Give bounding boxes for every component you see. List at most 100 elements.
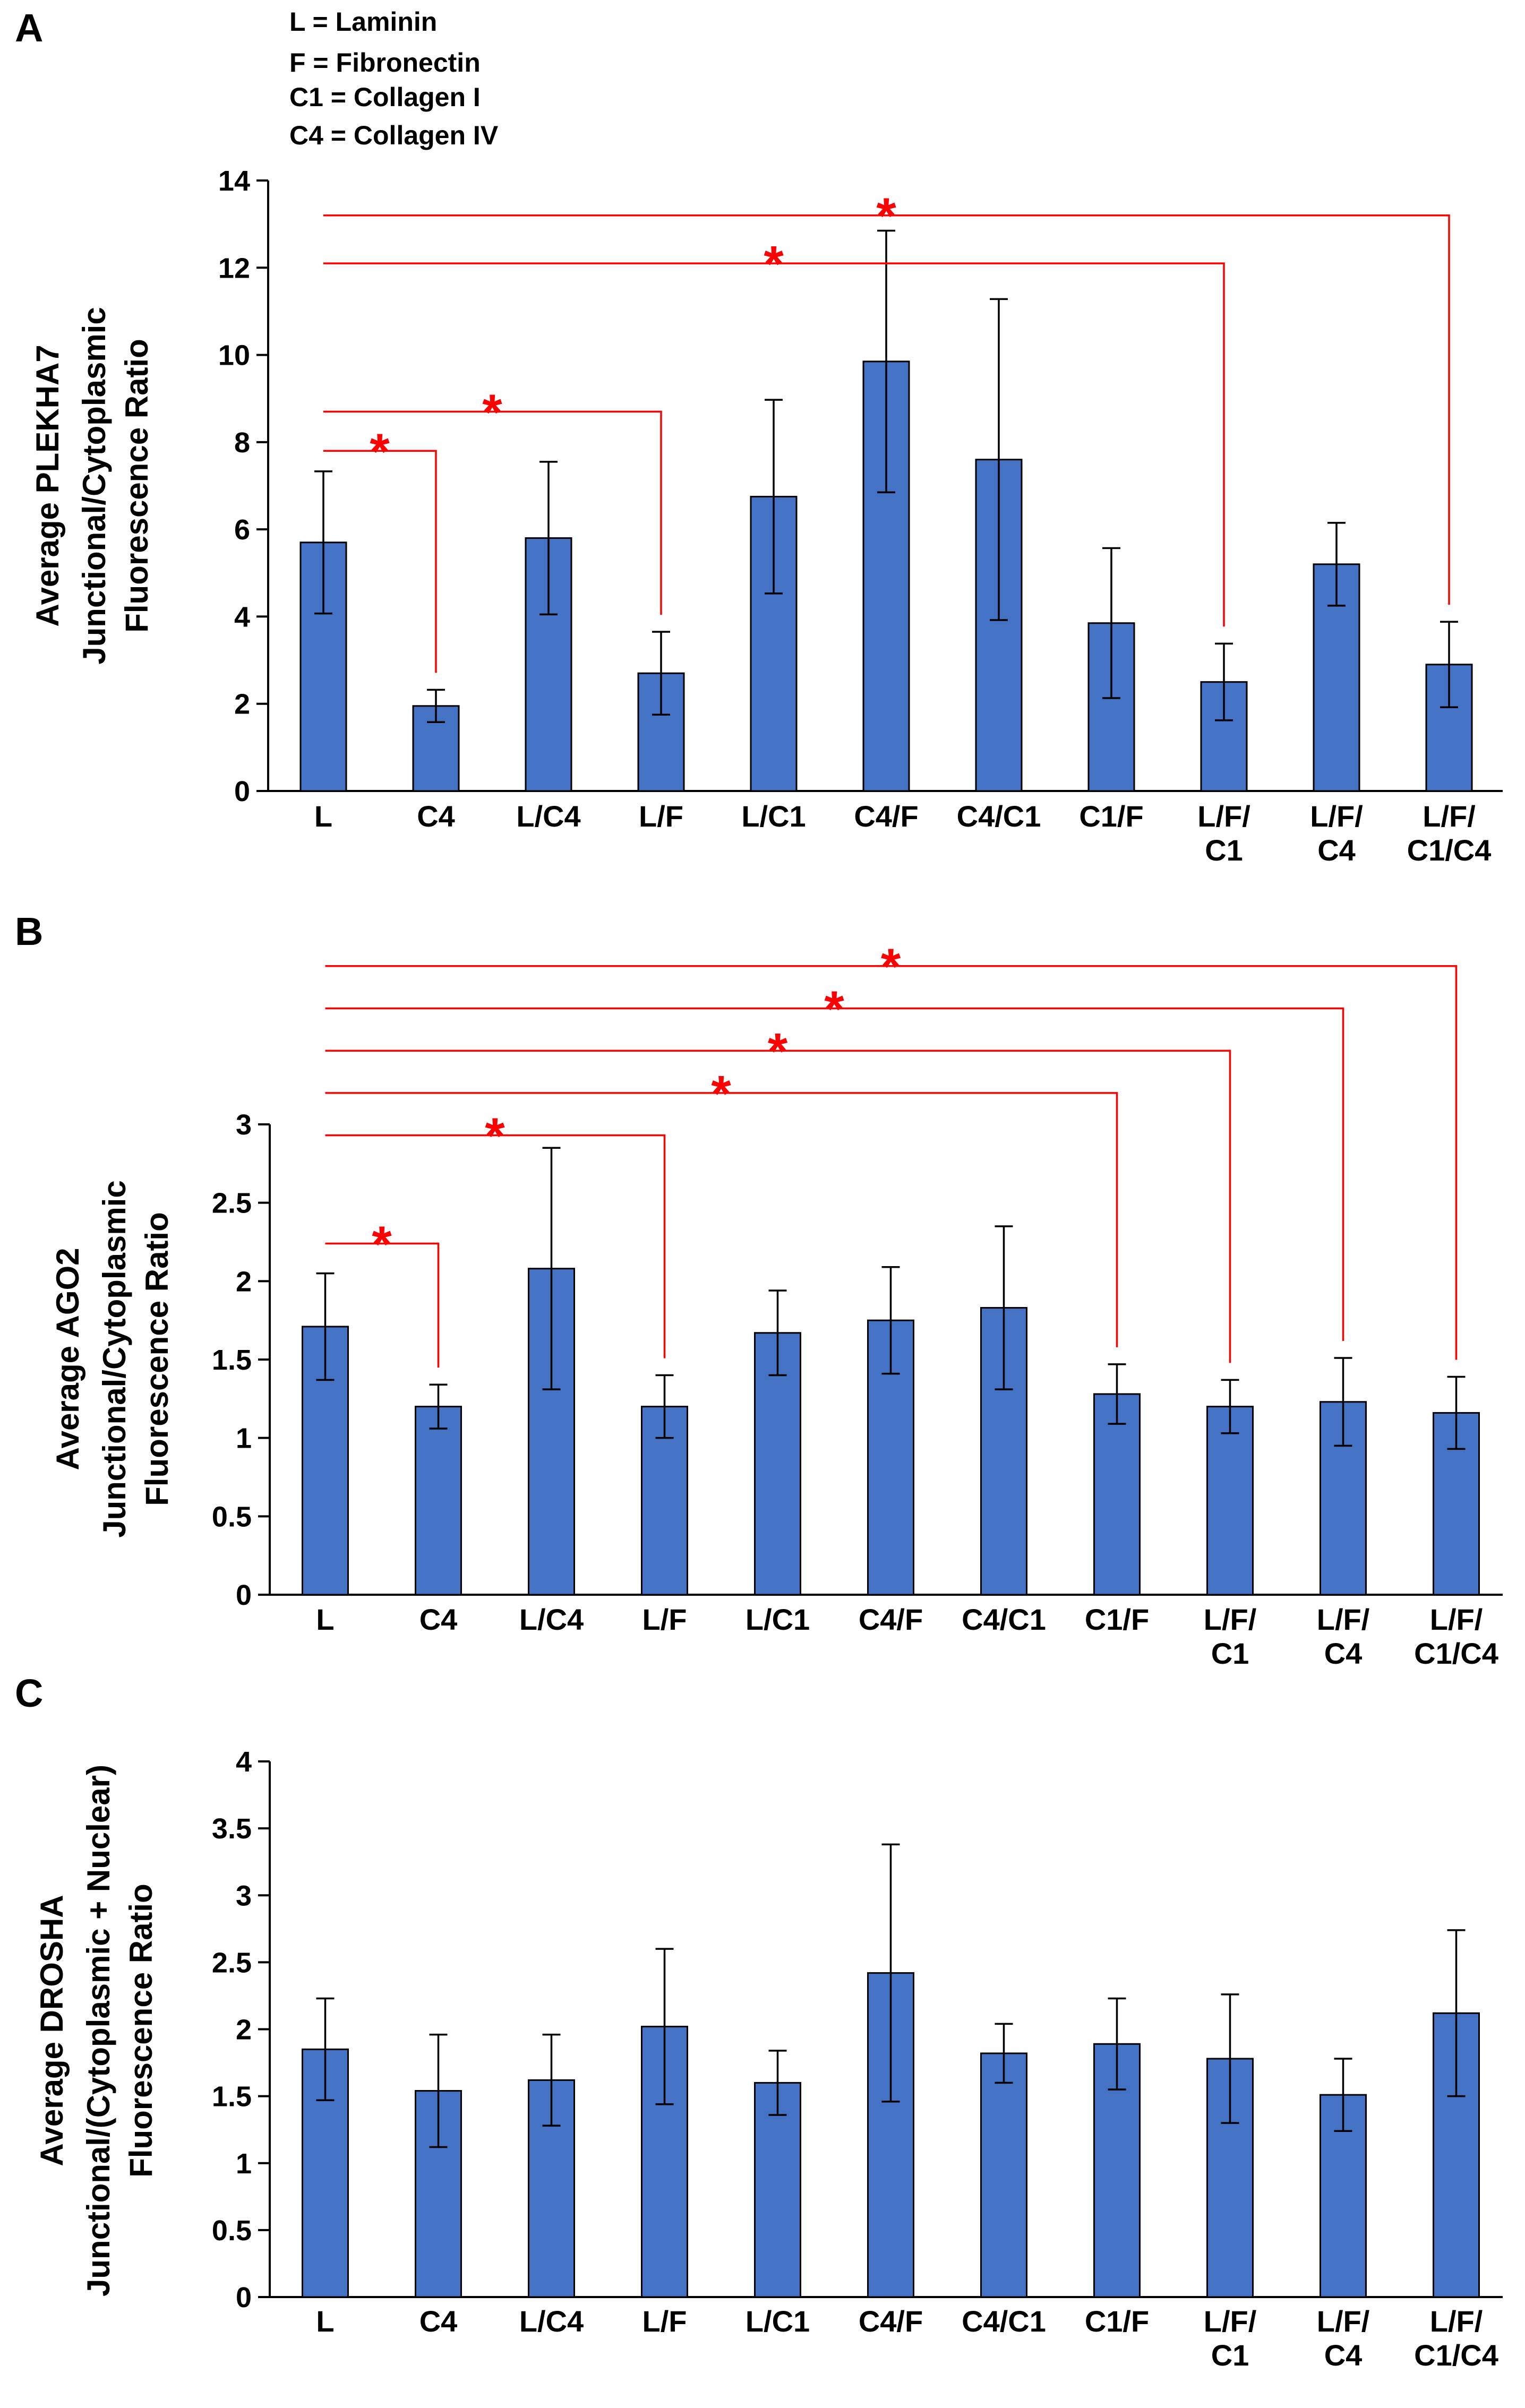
y-tick-label: 0 [236,2282,252,2314]
y-tick-label: 3 [236,1109,252,1141]
significance-bracket [325,1050,1231,1363]
x-tick-label: C1 [1205,833,1243,867]
bar [1206,1406,1254,1596]
x-tick-label: L/C4 [519,2304,584,2338]
significance-bracket [323,410,662,615]
significance-star: * [824,981,844,1037]
x-tick-label: C1/C4 [1414,1637,1498,1670]
x-tick-label: C1/F [1085,2304,1149,2338]
legend-entry: C4 = Collagen IV [289,121,499,150]
x-tick-label: L/F/ [1204,2304,1257,2338]
y-tick-label: 1 [236,2148,252,2180]
x-tick-label: L [314,799,332,833]
panel-c: C 0 0.5 1 1.5 2 2.5 3 3.5 4 L C4 L/C4 L/F L/C1 C4/F C4/… [15,1671,1503,2372]
x-tick-label: C1 [1211,1637,1249,1670]
y-tick-label: 8 [234,427,250,459]
x-tick-label: L/F [642,2304,687,2338]
legend-entry: C1 = Collagen I [289,82,481,112]
y-tick-label: 6 [234,514,250,546]
y-axis-label: Junctional/Cytoplasmic [97,1180,132,1537]
x-tick-label: L/C4 [519,1603,584,1636]
x-tick-label: L/F/ [1317,1603,1370,1636]
bar [415,2090,462,2298]
legend: L = Laminin F = Fibronectin C1 = Collage… [289,7,499,150]
x-tick-label: L/F/ [1197,799,1250,833]
x-tick-label: L [316,2304,334,2338]
significance-star: * [768,1023,788,1080]
y-tick-label: 3 [236,1880,252,1912]
x-tick-label: C4 [419,2304,458,2338]
panel-b-letter: B [15,909,43,953]
y-axis-label: Junctional/Cytoplasmic [76,307,112,664]
y-tick-label: 0 [236,1579,252,1611]
significance-bracket [323,450,437,673]
x-tick-label: C4/F [859,1603,923,1636]
legend-entry: F = Fibronectin [289,48,481,78]
significance-star: * [711,1065,731,1122]
significance-star: * [485,1108,505,1165]
y-tick-label: 4 [236,1746,252,1778]
y-tick-label: 3.5 [212,1813,252,1845]
y-axis-label: Fluorescence Ratio [119,339,155,633]
x-tick-label: C4 [1317,833,1356,867]
significance-star: * [876,188,896,245]
y-tick-label: 12 [218,252,250,284]
significance-star: * [370,423,390,480]
y-axis-label: Average AGO2 [50,1248,85,1470]
y-tick-label: 0 [234,776,250,807]
panel-a: A 0 2 4 6 8 10 12 14 L C4 L/C4 L/F L/C1 C4/F C4/C1 C1/F… [15,6,1503,867]
x-tick-label: L [316,1603,334,1636]
x-tick-label: L/F/ [1317,2304,1370,2338]
x-tick-label: C4 [417,799,455,833]
panel-c-letter: C [15,1671,43,1715]
y-tick-label: 2.5 [212,1188,252,1219]
x-tick-label: L/F/ [1310,799,1363,833]
bar [754,2082,801,2298]
significance-bracket [323,214,1450,605]
panel-a-letter: A [15,6,43,50]
y-tick-label: 1.5 [212,2081,252,2113]
significance-star: * [764,236,784,293]
bar [415,1406,462,1596]
x-tick-label: L/C4 [516,799,580,833]
significance-bracket [325,965,1458,1360]
x-tick-label: C4 [1324,1637,1363,1670]
y-tick-label: 1.5 [212,1344,252,1376]
x-tick-label: C1/F [1079,799,1143,833]
bar [412,705,460,792]
x-tick-label: C1/C4 [1414,2338,1498,2372]
significance-bracket [325,1134,666,1358]
y-tick-label: 2.5 [212,1947,252,1979]
x-tick-label: L/F/ [1430,2304,1483,2338]
y-tick-label: 4 [234,601,250,633]
y-tick-label: 2 [234,689,250,720]
x-tick-label: C4/F [859,2304,923,2338]
significance-star: * [482,384,502,441]
y-axis-label: Average DROSHA [34,1895,70,2166]
x-tick-label: L/C1 [746,2304,810,2338]
y-tick-label: 2 [236,2014,252,2046]
y-axis-label: Average PLEKHA7 [30,345,65,626]
y-tick-label: 0.5 [212,1501,252,1533]
y-tick-label: 10 [218,340,250,372]
x-tick-label: C4 [1324,2338,1363,2372]
significance-bracket [323,262,1225,627]
x-tick-label: L/C1 [746,1603,810,1636]
y-tick-label: 14 [218,165,250,197]
x-tick-label: L/F/ [1204,1603,1257,1636]
x-tick-label: C4/C1 [962,2304,1046,2338]
y-tick-label: 1 [236,1423,252,1455]
y-axis-label: Fluorescence Ratio [123,1884,159,2178]
significance-bracket [325,1092,1118,1347]
x-tick-label: C4/F [854,799,918,833]
significance-star: * [372,1216,392,1272]
x-tick-label: C4/C1 [957,799,1041,833]
bar [980,2052,1027,2298]
x-tick-label: L/C1 [741,799,806,833]
panel-b: B 0 0.5 1 1.5 2 2.5 3 L C4 L/C4 L/F L/C1 C4/F C4/C1 C1… [15,909,1503,1670]
significance-star: * [881,939,901,995]
x-tick-label: C1/C4 [1407,833,1492,867]
x-tick-label: C4 [419,1603,458,1636]
y-tick-label: 2 [236,1266,252,1297]
